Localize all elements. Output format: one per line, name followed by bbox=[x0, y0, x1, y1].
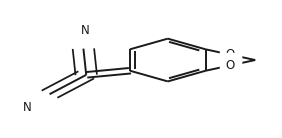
Text: N: N bbox=[23, 101, 31, 114]
Text: N: N bbox=[80, 24, 89, 37]
Text: O: O bbox=[226, 48, 235, 61]
Text: O: O bbox=[226, 59, 235, 72]
